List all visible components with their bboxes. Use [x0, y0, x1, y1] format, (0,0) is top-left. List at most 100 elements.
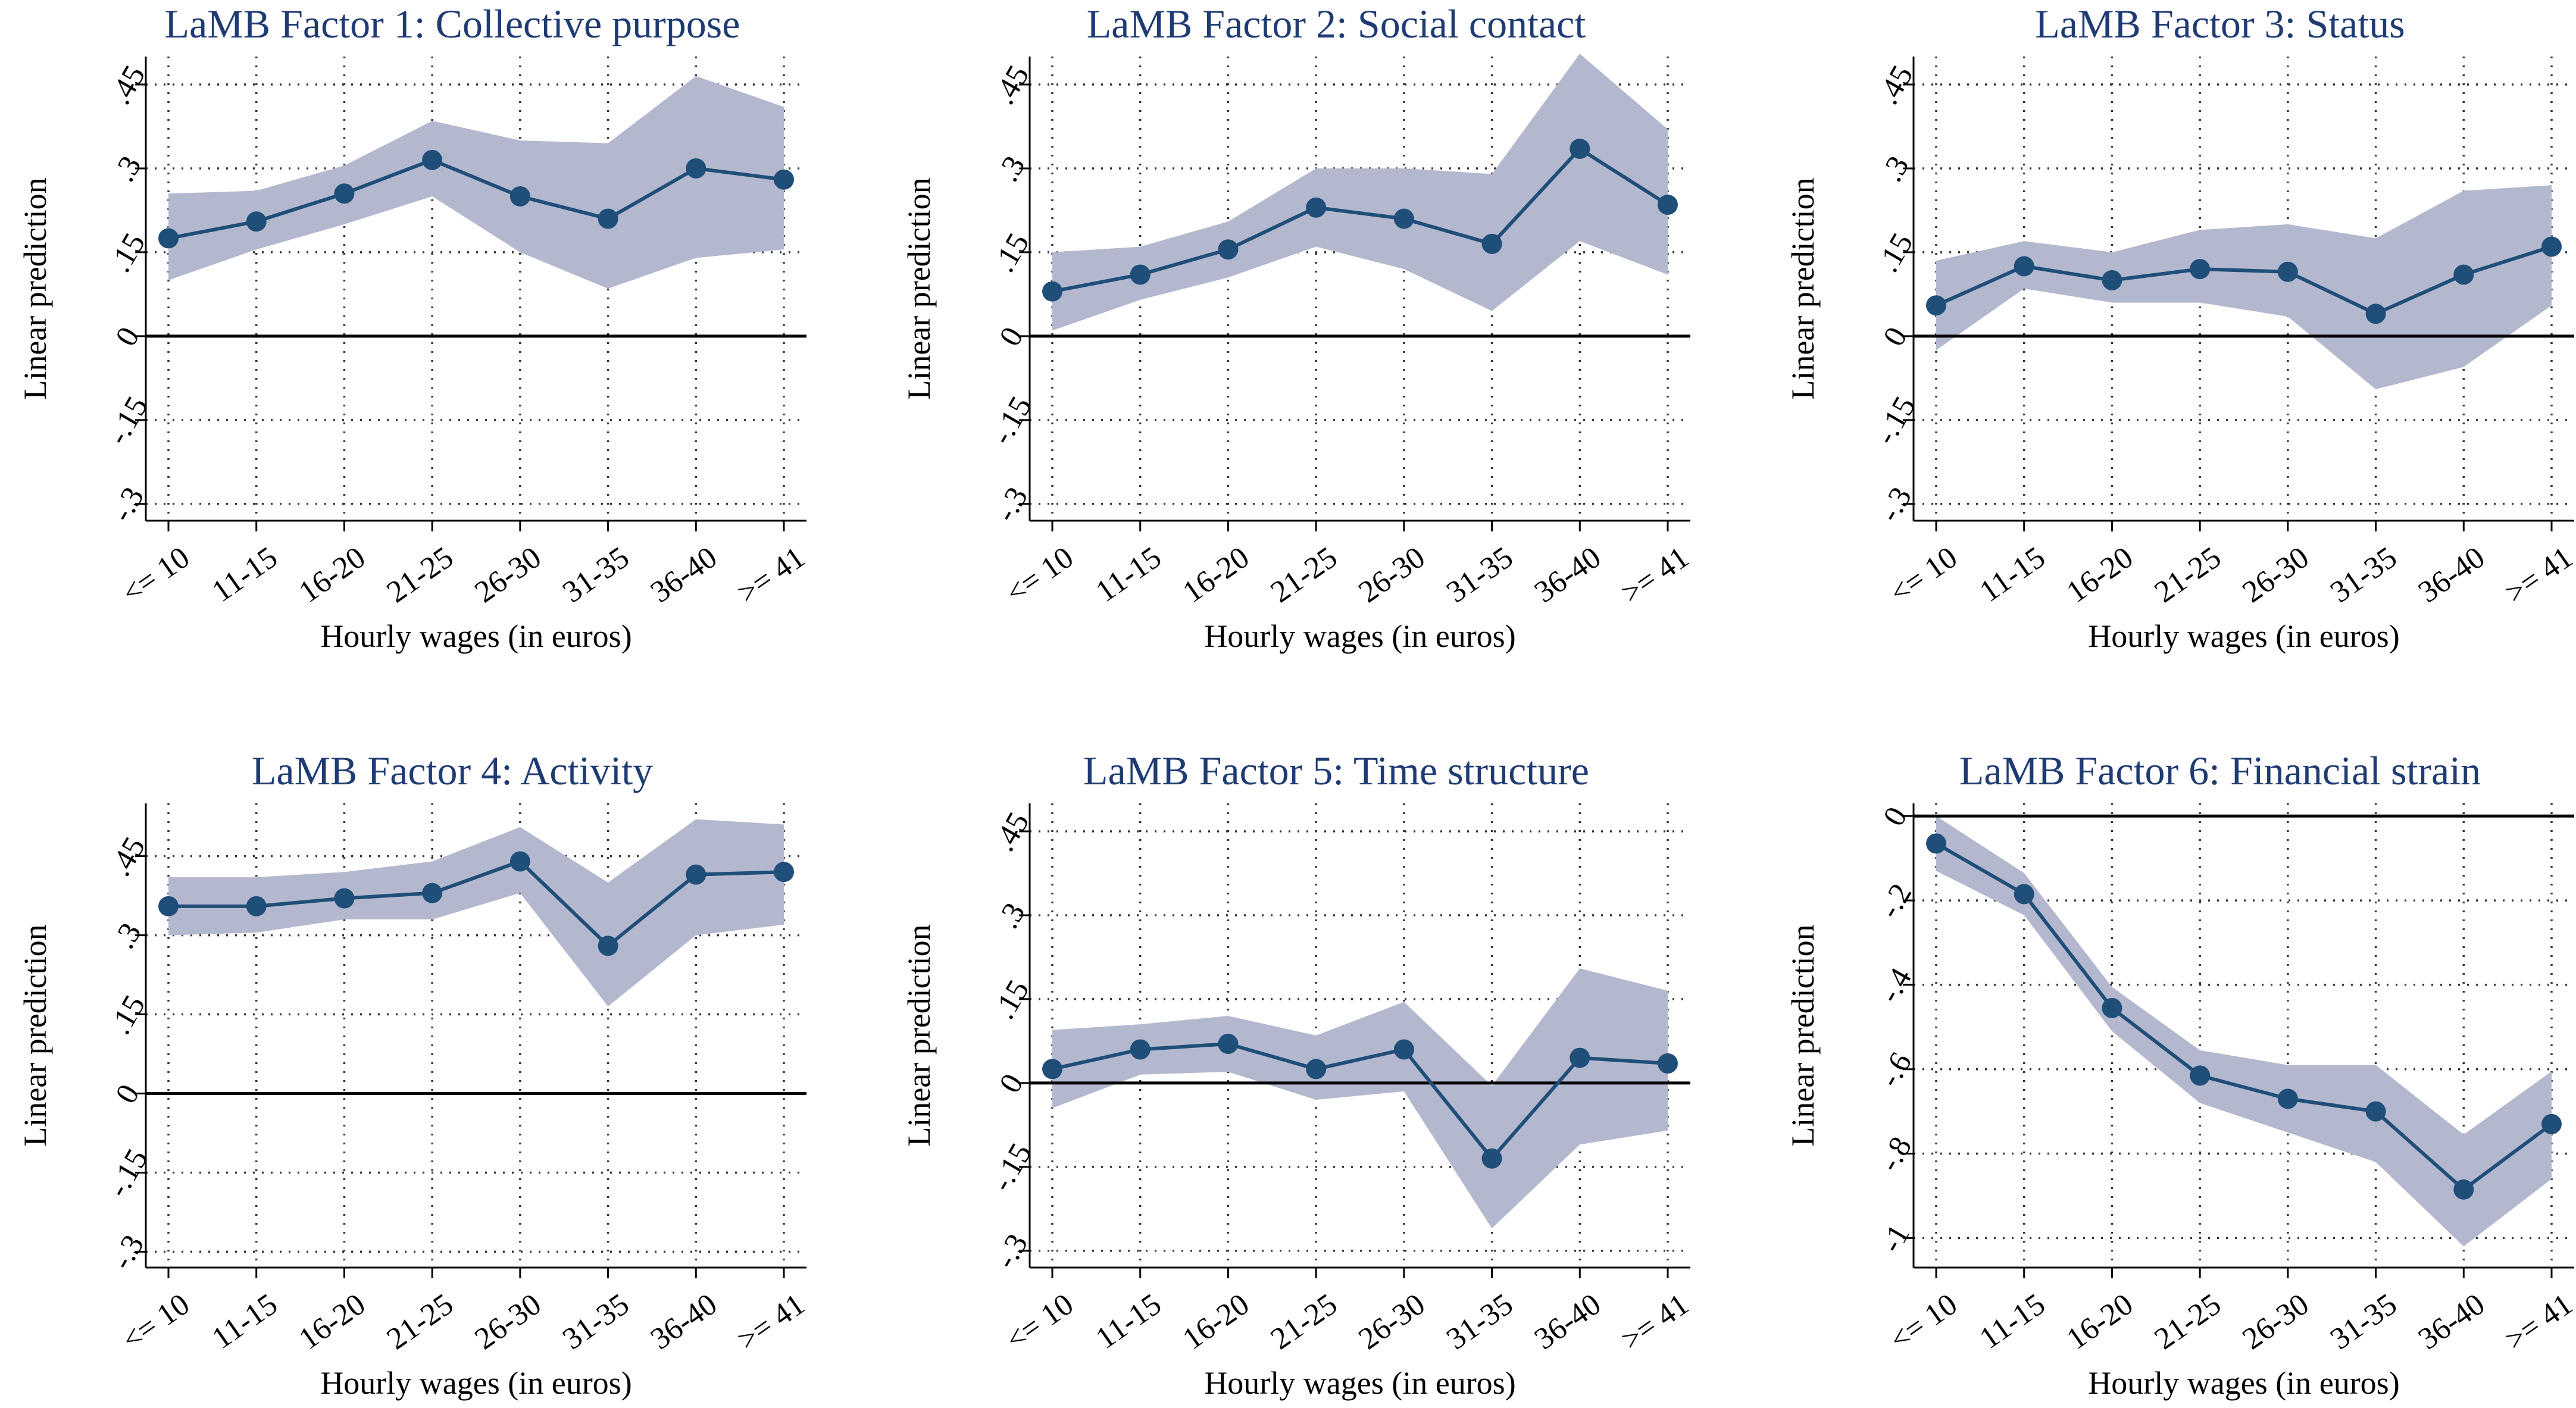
data-point-7	[2453, 264, 2474, 285]
x-tick-label: 11-15	[1090, 540, 1167, 609]
y-tick-label: -.3	[105, 481, 151, 527]
x-tick-label: 21-25	[2149, 540, 2227, 609]
x-tick-label: 21-25	[1265, 1287, 1343, 1356]
x-tick-label: >= 41	[1615, 540, 1695, 611]
x-tick-label: 36-40	[1528, 540, 1607, 609]
y-tick-label: -.6	[1872, 1047, 1919, 1093]
y-tick-label: .3	[991, 897, 1032, 934]
y-axis-label: Linear prediction	[17, 177, 53, 399]
confidence-band	[168, 76, 784, 289]
confidence-band	[168, 819, 784, 1007]
x-tick-label: <= 10	[1884, 540, 1964, 611]
confidence-band	[1052, 54, 1668, 331]
panel-4: LaMB Factor 4: Activity-.3-.150.15.3.45<…	[17, 748, 811, 1401]
y-tick-label: -.3	[1872, 481, 1919, 527]
y-tick-label: -.3	[989, 481, 1035, 527]
x-tick-label: <= 10	[1000, 540, 1080, 611]
x-tick-label: 21-25	[381, 540, 459, 609]
x-tick-label: 11-15	[1974, 540, 2051, 609]
x-tick-label: 11-15	[206, 540, 283, 609]
data-point-5	[1393, 1039, 1414, 1060]
y-tick-label: .45	[104, 831, 152, 882]
data-point-1	[158, 896, 179, 916]
x-tick-label: 16-20	[1177, 1287, 1255, 1356]
y-tick-label: 0	[1877, 321, 1914, 352]
y-axis-label: Linear prediction	[901, 177, 937, 399]
data-point-8	[1658, 195, 1678, 215]
data-point-8	[2541, 1113, 2562, 1134]
panel-title: LaMB Factor 4: Activity	[252, 748, 653, 793]
x-tick-label: 31-35	[557, 540, 635, 609]
y-axis-label: Linear prediction	[1785, 924, 1821, 1146]
y-axis-label: Linear prediction	[901, 924, 937, 1146]
series-line	[1052, 147, 1669, 293]
x-axis-label: Hourly wages (in euros)	[320, 618, 632, 654]
x-tick-label: 16-20	[2061, 540, 2139, 609]
x-tick-label: 11-15	[1974, 1287, 2051, 1356]
data-point-7	[1570, 139, 1590, 159]
x-tick-label: <= 10	[116, 540, 196, 611]
y-tick-label: .45	[987, 60, 1036, 110]
y-tick-label: .3	[991, 151, 1032, 187]
x-tick-label: <= 10	[1884, 1287, 1964, 1357]
panel-title: LaMB Factor 2: Social contact	[1087, 1, 1586, 46]
y-tick-label: -1	[1874, 1219, 1917, 1258]
data-point-2	[2014, 884, 2034, 905]
x-tick-label: >= 41	[731, 540, 811, 611]
data-point-5	[1393, 208, 1414, 229]
x-tick-label: 36-40	[2412, 1287, 2491, 1356]
x-tick-label: 31-35	[2324, 1287, 2403, 1356]
x-tick-label: 26-30	[469, 540, 548, 609]
y-tick-label: .45	[987, 806, 1036, 857]
panel-title: LaMB Factor 1: Collective purpose	[165, 1, 740, 46]
y-tick-label: 0	[109, 321, 146, 352]
x-tick-label: 16-20	[293, 1287, 371, 1356]
y-tick-label: .15	[987, 974, 1036, 1025]
data-point-7	[2453, 1179, 2474, 1200]
x-tick-label: 36-40	[2412, 540, 2491, 609]
data-point-1	[1926, 833, 1946, 854]
x-tick-label: 16-20	[2061, 1287, 2139, 1356]
x-tick-label: 11-15	[1090, 1287, 1167, 1356]
panel-1: LaMB Factor 1: Collective purpose-.3-.15…	[17, 1, 811, 654]
data-point-7	[686, 864, 706, 885]
x-tick-label: 26-30	[1353, 1287, 1431, 1356]
data-point-8	[1658, 1053, 1678, 1074]
x-tick-label: >= 41	[2499, 1287, 2576, 1357]
data-point-8	[774, 862, 794, 883]
y-tick-label: .15	[1871, 227, 1920, 278]
data-point-4	[1306, 1059, 1327, 1080]
x-tick-label: 36-40	[645, 1287, 723, 1356]
panel-title: LaMB Factor 6: Financial strain	[1959, 748, 2481, 793]
y-tick-label: 0	[993, 1068, 1030, 1099]
confidence-band	[1936, 185, 2552, 390]
y-tick-label: -.8	[1872, 1131, 1919, 1177]
data-point-6	[2365, 1101, 2386, 1122]
data-point-3	[334, 183, 355, 204]
series-line	[1052, 1042, 1668, 1160]
x-tick-label: 26-30	[2237, 540, 2315, 609]
panel-6: LaMB Factor 6: Financial strain -1 -.8 -.6 -…	[1785, 748, 2576, 1401]
y-tick-label: -.2	[1872, 878, 1919, 924]
data-point-1	[1926, 295, 1946, 316]
data-point-5	[2277, 261, 2298, 282]
y-tick-label: 0	[993, 321, 1030, 352]
confidence-band	[1052, 968, 1668, 1229]
data-point-2	[246, 896, 267, 916]
y-tick-label: -.3	[989, 1228, 1035, 1274]
x-tick-label: >= 41	[731, 1287, 811, 1357]
x-axis-label: Hourly wages (in euros)	[1204, 618, 1515, 654]
y-axis-label: Linear prediction	[1785, 177, 1821, 399]
y-tick-label: .15	[104, 990, 152, 1040]
x-axis-label: Hourly wages (in euros)	[1204, 1365, 1515, 1401]
data-point-1	[158, 228, 179, 249]
data-point-4	[422, 149, 443, 170]
x-tick-label: 26-30	[469, 1287, 548, 1356]
series-line	[168, 158, 784, 240]
y-tick-label: .15	[104, 227, 152, 278]
y-axis-label: Linear prediction	[17, 924, 53, 1146]
y-tick-label: .45	[104, 60, 152, 110]
data-point-8	[2541, 236, 2562, 257]
x-tick-label: <= 10	[116, 1287, 196, 1357]
